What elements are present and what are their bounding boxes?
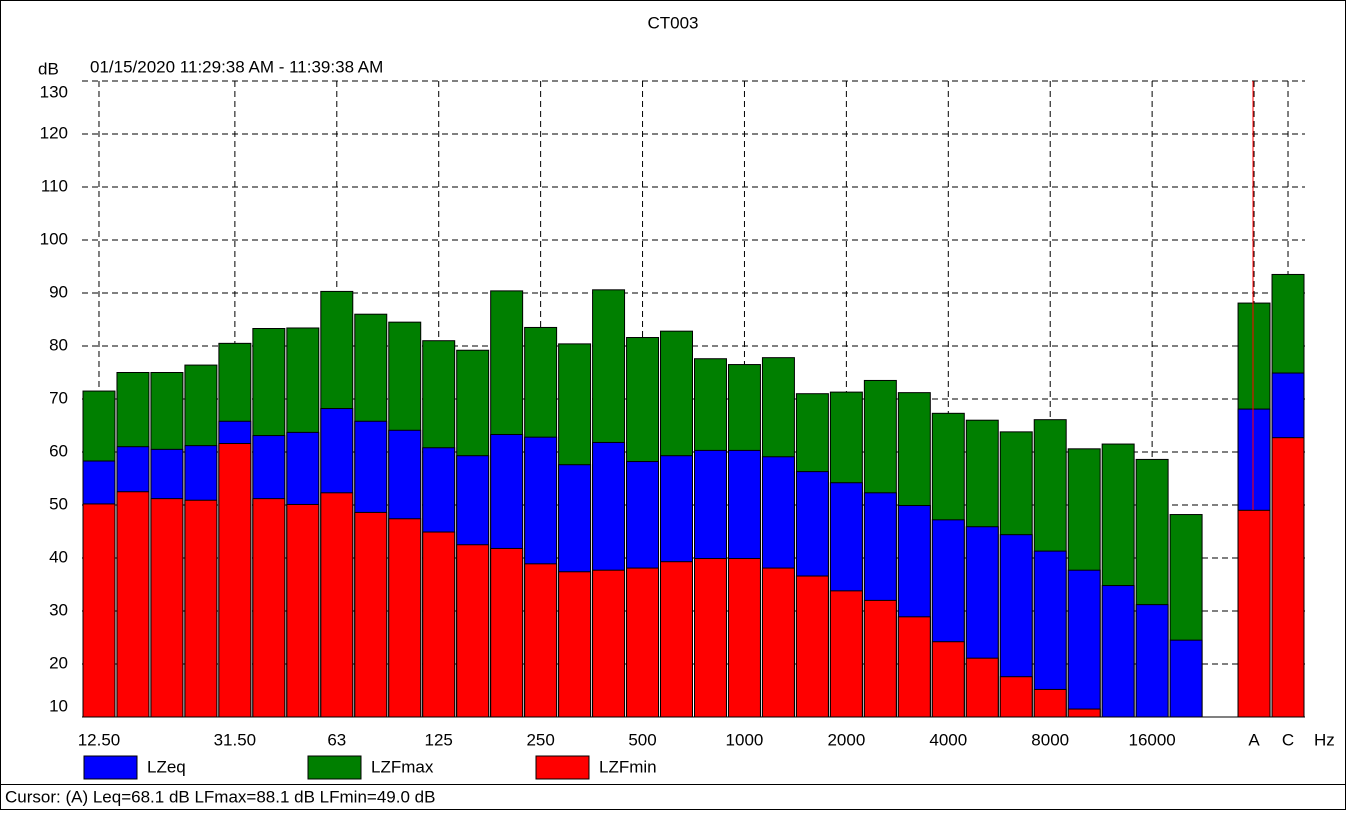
bar [252,498,286,718]
y-tick-label: 50 [49,494,68,513]
x-tick-label: 63 [327,730,346,749]
x-axis-unit: Hz [1314,730,1335,749]
bar [150,498,184,718]
bar [694,558,727,718]
legend-swatch [535,755,590,780]
y-tick-label: 130 [40,82,68,101]
bar [761,567,795,718]
y-tick-label: 100 [40,229,68,248]
y-tick-label: 110 [41,176,68,195]
chart-title: CT003 [647,13,698,32]
bar [931,641,965,718]
y-tick-label: 90 [49,282,68,301]
bar [829,590,863,718]
bar [592,569,626,718]
legend-label: LZFmin [599,757,657,776]
y-tick-label: 40 [49,547,68,566]
bar [320,492,354,718]
bar [660,561,693,718]
bar [218,443,252,718]
bar [795,575,829,718]
bar [490,547,524,718]
bar [1271,437,1305,718]
bar [388,518,422,718]
bar [286,503,320,718]
bar [184,499,218,718]
legend-swatch [307,755,362,780]
y-tick-label: 80 [49,335,68,354]
bar [82,503,116,718]
bar [1033,688,1067,718]
x-tick-label: 8000 [1031,730,1069,749]
y-tick-label: 60 [49,441,68,460]
y-tick-label: 70 [49,388,68,407]
bar [999,676,1033,718]
bar [524,563,558,718]
bar [1237,509,1271,718]
time-range: 01/15/2020 11:29:38 AM - 11:39:38 AM [90,57,383,76]
bar [456,544,490,718]
bar [863,599,897,718]
y-tick-label: 20 [49,653,68,672]
x-tick-label: 2000 [827,730,865,749]
x-tick-label: 16000 [1128,730,1175,749]
cursor-readout: Cursor: (A) Leq=68.1 dB LFmax=88.1 dB LF… [5,787,435,806]
bar [116,491,150,718]
bar [558,571,592,718]
bar [626,567,660,718]
bar [422,531,456,718]
bar [1169,639,1203,718]
x-tick-label: 125 [425,730,453,749]
x-tick-label: 1000 [726,730,764,749]
plot: 10 20 30 40 50 60 70 80 90 100 110 120 130 12.50 31.50… [40,80,1305,749]
x-tick-label: 31.50 [214,730,257,749]
y-tick-label: 10 [49,696,68,715]
bar [727,558,761,718]
x-tick-label: 250 [526,730,554,749]
bar [1135,604,1169,718]
x-tick-label: A [1248,730,1260,749]
bar [354,511,388,718]
bar [1067,569,1101,718]
y-tick-label: 30 [49,600,68,619]
bar [965,657,999,718]
bar [1067,708,1101,718]
y-tick-label: 120 [40,123,68,142]
legend-label: LZeq [147,757,186,776]
x-tick-label: 4000 [929,730,967,749]
legend-label: LZFmax [371,757,434,776]
x-tick-label: 500 [628,730,656,749]
x-tick-label: C [1282,730,1294,749]
bar [1101,585,1135,718]
legend-swatch [83,755,138,780]
bar [897,616,931,718]
y-axis-unit: dB [38,59,59,78]
x-tick-label: 12.50 [78,730,121,749]
